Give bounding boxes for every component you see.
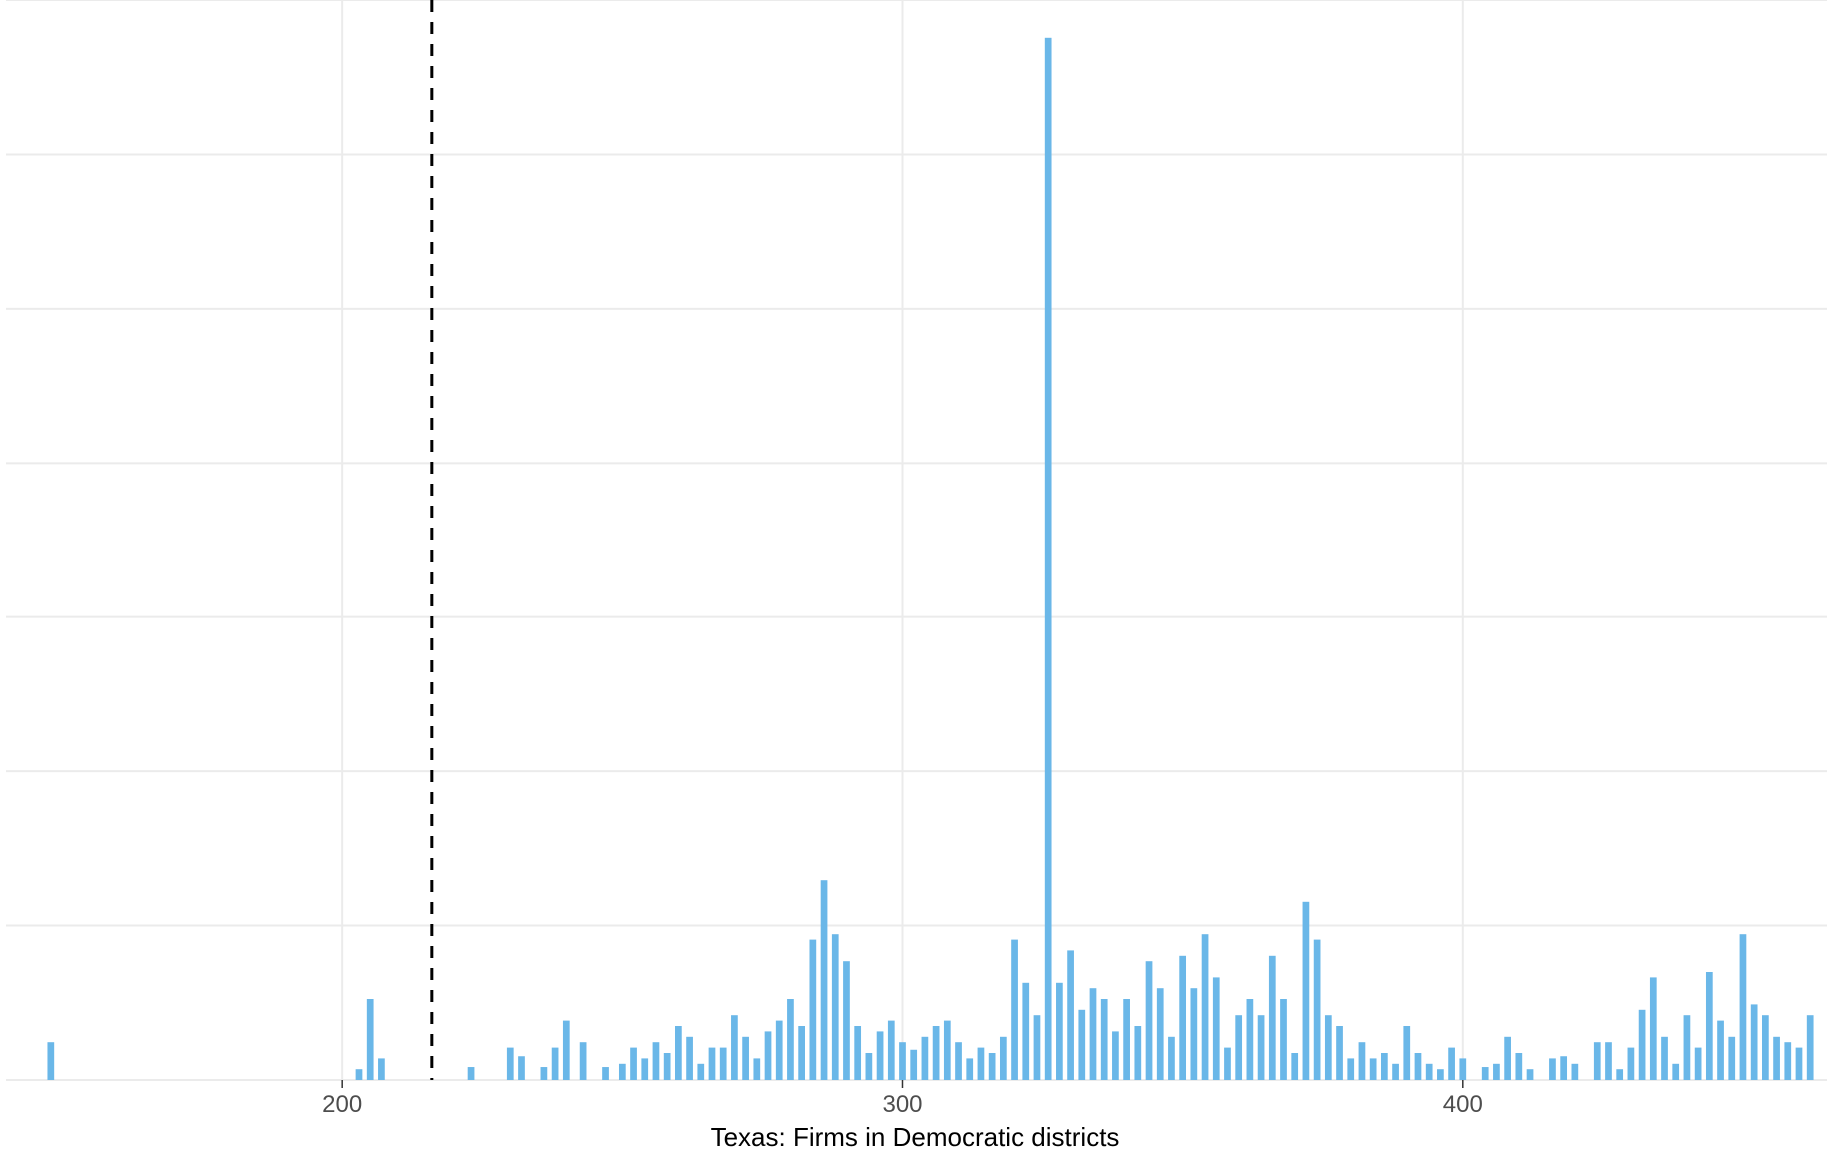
histogram-chart: 200 300 400 — [0, 0, 1830, 1154]
svg-text:400: 400 — [1443, 1091, 1483, 1118]
svg-text:200: 200 — [322, 1091, 362, 1118]
svg-text:300: 300 — [882, 1091, 922, 1118]
x-axis-label: Texas: Firms in Democratic districts — [0, 1122, 1830, 1153]
chart-container: 200 300 400 Texas: Firms in Democratic dis… — [0, 0, 1830, 1154]
